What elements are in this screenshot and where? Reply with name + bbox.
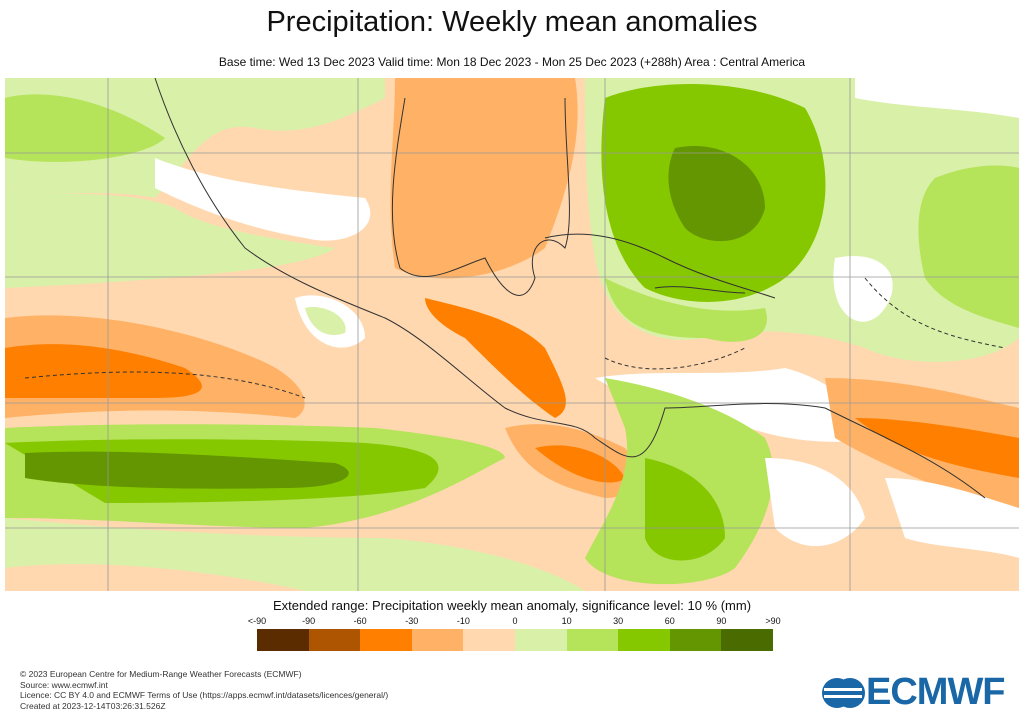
legend-tick: >90	[765, 616, 781, 626]
anomaly-map	[5, 78, 1019, 591]
coastline	[154, 78, 986, 499]
created-at: Created at 2023-12-14T03:26:31.526Z	[20, 700, 166, 711]
anomaly-region	[5, 564, 305, 591]
licence: Licence: CC BY 4.0 and ECMWF Terms of Us…	[20, 690, 389, 700]
subtitle: Base time: Wed 13 Dec 2023 Valid time: M…	[218, 55, 806, 69]
copyright: © 2023 European Centre for Medium-Range …	[20, 669, 302, 679]
anomaly-region	[390, 78, 578, 279]
anomaly-region	[595, 368, 885, 442]
legend-tick: 0	[512, 616, 518, 626]
legend-tick: <-90	[247, 616, 267, 626]
legend-tick: -30	[405, 616, 419, 626]
anomaly-region	[25, 451, 349, 489]
anomaly-region	[918, 165, 1019, 328]
legend-tick: -90	[302, 616, 316, 626]
legend-tick: 30	[613, 616, 624, 626]
legend-tick: 10	[561, 616, 572, 626]
graticule	[5, 78, 1019, 591]
anomaly-region	[5, 94, 165, 162]
legend-swatch	[618, 629, 670, 651]
anomaly-region	[885, 478, 1019, 558]
legend-tick: -60	[353, 616, 367, 626]
coastline	[391, 97, 570, 296]
ecmwf-logo-icon	[822, 677, 865, 708]
anomaly-region	[5, 188, 335, 288]
legend-swatch	[669, 629, 722, 651]
anomaly-region	[535, 445, 625, 483]
anomaly-region	[155, 158, 371, 241]
legend-swatch	[566, 629, 619, 651]
anomaly-region	[833, 256, 893, 322]
anomaly-region	[855, 78, 1019, 118]
coastline	[544, 233, 776, 299]
legend-swatch	[308, 629, 361, 651]
legend-ticks: <-90 -90 -60 -30 -10 0 10 30 60 90 >90	[248, 616, 781, 628]
legend-swatch	[411, 629, 464, 651]
anomaly-region	[668, 146, 765, 242]
anomaly-region	[765, 458, 865, 547]
legend-tick: 90	[716, 616, 727, 626]
legend-tick: 60	[664, 616, 675, 626]
legend-swatch	[360, 629, 412, 651]
anomaly-region	[855, 418, 1019, 478]
legend-tick: -10	[456, 616, 470, 626]
legend-swatch	[463, 629, 515, 651]
legend-swatch	[257, 629, 309, 651]
anomaly-region	[5, 344, 202, 398]
anomaly-region	[605, 278, 767, 342]
anomaly-region	[305, 307, 346, 336]
footer: © 2023 European Centre for Medium-Range …	[20, 669, 388, 711]
legend-swatch	[721, 629, 773, 651]
ecmwf-logo: ECMWF	[820, 671, 1006, 714]
anomaly-region	[645, 458, 725, 561]
legend-colorbar	[257, 629, 773, 651]
significance-contour	[24, 277, 1006, 399]
anomaly-region	[425, 298, 566, 418]
page-title: Precipitation: Weekly mean anomalies	[266, 6, 758, 38]
legend-swatch	[514, 629, 567, 651]
legend-title: Extended range: Precipitation weekly mea…	[272, 598, 752, 613]
logo-text: ECMWF	[866, 671, 1006, 713]
source: Source: www.ecmwf.int	[20, 679, 108, 690]
